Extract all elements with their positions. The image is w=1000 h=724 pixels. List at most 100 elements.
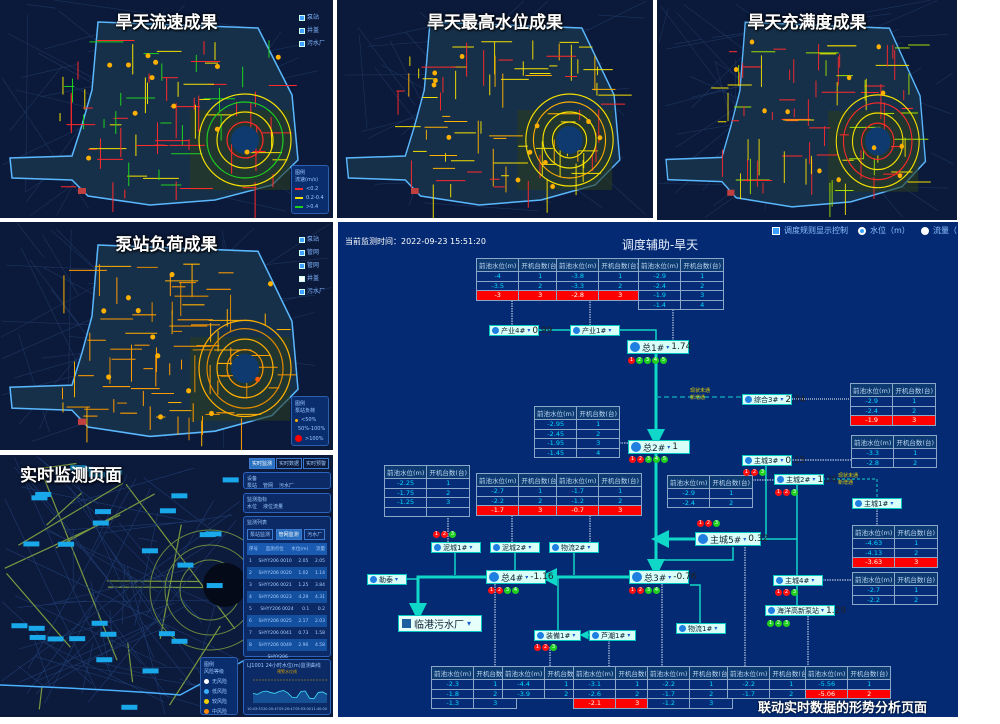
layer-toggle[interactable]: 泵站 [298, 12, 325, 23]
layer-toggle[interactable]: 管网 [298, 260, 325, 271]
dropdown-icon[interactable]: ▾ [668, 573, 672, 581]
dropdown-icon[interactable]: ▾ [890, 500, 894, 507]
indicator-radio[interactable]: 液位流量 [263, 503, 283, 510]
layer-label: 泵站 [306, 14, 319, 21]
node-water-level: 1 [672, 442, 679, 452]
pump-station-node[interactable]: 主城5# ▾ 0.32 [695, 532, 768, 546]
pump-station-node[interactable]: 总4# ▾ -1.16 [486, 570, 554, 584]
device-checkbox[interactable]: 泵站 [247, 482, 257, 489]
checkbox-icon[interactable] [298, 262, 305, 269]
pump-station-marker [209, 410, 215, 417]
dropdown-icon[interactable]: ▾ [467, 619, 472, 628]
checkbox-icon[interactable] [298, 275, 305, 282]
dropdown-icon[interactable]: ▾ [587, 544, 591, 551]
pump-station-marker [125, 295, 131, 301]
table-row[interactable]: 4 SHYY206 0023 4.29 4.31 [247, 591, 327, 603]
dropdown-icon[interactable]: ▾ [469, 544, 473, 551]
realtime-monitor-page[interactable]: 实时监测页面 实时监测 实时数据 实时预警 设备 泵站 管网 污水厂 监测指标 水位… [0, 455, 333, 717]
pump-load-map[interactable]: 泵站负荷成果 泵站 管网 管网 井盖 污水厂 图例 泵站负荷 <50% 50%-100% >100% [0, 222, 333, 450]
checkbox-icon[interactable] [298, 288, 305, 295]
legend-title: 图例 [204, 662, 215, 668]
checkbox-icon[interactable] [298, 27, 305, 34]
checkbox-icon[interactable] [298, 249, 305, 256]
map-canvas[interactable] [0, 222, 333, 450]
layer-toggle[interactable]: 井盖 [298, 273, 325, 284]
dropdown-icon[interactable]: ▾ [627, 632, 631, 639]
pump-station-node[interactable]: 主城2# ▾ 1.26 [774, 474, 837, 485]
pump-station-marker [597, 135, 603, 141]
pump-station-node[interactable]: 综合3# ▾ 2.74 [742, 394, 805, 405]
pump-station-marker [431, 82, 437, 88]
dropdown-icon[interactable]: ▾ [608, 327, 612, 334]
pump-station-node[interactable]: 产业1# ▾ [570, 325, 620, 336]
pump-station-node[interactable]: 物流2# ▾ [549, 542, 599, 553]
pump-station-node[interactable]: 物流1# ▾ [676, 623, 726, 634]
checkbox-icon[interactable] [298, 14, 305, 21]
dry-max-water-level-map[interactable]: 旱天最高水位成果 [337, 0, 653, 218]
pump-station-node[interactable]: 芦潮1# ▾ [589, 630, 636, 641]
node-name: 主城3# [754, 456, 779, 465]
tab-realtime-data[interactable]: 实时数据 [275, 458, 302, 469]
pump-station-node[interactable]: 勒泰 ▾ [367, 574, 407, 585]
table-row[interactable]: SHYY206 [247, 651, 327, 663]
pump-station-node[interactable]: 总2# ▾ 1 [628, 440, 690, 454]
dropdown-icon[interactable]: ▾ [780, 457, 784, 464]
layer-toggle[interactable]: 管网 [298, 247, 325, 258]
pump-station-node[interactable]: 泥城2# ▾ [490, 542, 540, 553]
table-row[interactable]: 2 SHYY206 0020 1.02 1.14 [247, 567, 327, 579]
list-tab-plant[interactable]: 污水厂 [304, 529, 326, 540]
layer-toggle[interactable]: 井盖 [298, 25, 325, 36]
tab-realtime-alert[interactable]: 实时预警 [302, 458, 329, 469]
dropdown-icon[interactable]: ▾ [667, 443, 671, 451]
map-canvas[interactable] [0, 0, 333, 218]
dropdown-icon[interactable]: ▾ [811, 577, 815, 584]
dropdown-icon[interactable]: ▾ [780, 396, 784, 403]
layer-toggle[interactable]: 污水厂 [298, 38, 325, 49]
checkbox-icon[interactable] [298, 236, 305, 243]
dropdown-icon[interactable]: ▾ [572, 632, 576, 639]
pump-station-node[interactable]: 产业4# ▾ 0.99 [489, 325, 552, 336]
map-canvas[interactable] [657, 0, 957, 220]
pump-station-node[interactable]: 主城3# ▾ 0.15 [742, 455, 805, 466]
table-row[interactable]: 5 SHYY206 0024 0.1 0.2 [247, 603, 327, 615]
plant-label: 临港污水厂 [414, 620, 464, 631]
map-canvas[interactable] [337, 0, 653, 218]
dropdown-icon[interactable]: ▾ [525, 573, 529, 581]
dropdown-icon[interactable]: ▾ [812, 476, 816, 483]
indicator-radio[interactable]: 水位 [247, 503, 257, 510]
pump-station-node[interactable]: 海洋高新泵站 ▾ 1.29 [765, 605, 846, 616]
dropdown-icon[interactable]: ▾ [714, 625, 718, 632]
linggang-wastewater-plant[interactable]: 临港污水厂 ▾ [398, 615, 482, 632]
monitor-map[interactable] [0, 455, 333, 717]
dry-fullness-map[interactable]: 旱天充满度成果 [657, 0, 957, 220]
dropdown-icon[interactable]: ▾ [528, 544, 532, 551]
table-row[interactable]: 3 SHYY206 0021 1.25 3.84 [247, 579, 327, 591]
pump-station-node[interactable]: 总1# ▾ 1.74 [627, 340, 691, 354]
pump-station-node[interactable]: 主城1# ▾ [852, 498, 902, 509]
dry-flow-velocity-map[interactable]: 旱天流速成果 泵站 井盖 污水厂 图例 流速(m/s) <0.2 0.2-0.4 >0.4 [0, 0, 333, 218]
device-checkbox[interactable]: 污水厂 [279, 482, 294, 489]
tab-realtime-monitor[interactable]: 实时监测 [248, 458, 275, 469]
pump-station-node[interactable]: 主城4# ▾ [773, 575, 823, 586]
dropdown-icon[interactable]: ▾ [666, 343, 670, 351]
list-tab-pump[interactable]: 泵站监测 [247, 529, 274, 540]
pump-station-node[interactable]: 泥城1# ▾ [431, 542, 481, 553]
checkbox-icon[interactable] [298, 40, 305, 47]
dropdown-icon[interactable]: ▾ [395, 576, 399, 583]
layer-toggle[interactable]: 泵站 [298, 234, 325, 245]
list-tab-pipe[interactable]: 管网监测 [275, 529, 302, 540]
legend-subtitle: 风险等级 [204, 669, 225, 675]
dropdown-icon[interactable]: ▾ [821, 607, 825, 614]
pump-station-node[interactable]: 装備1# ▾ [534, 630, 581, 641]
table-row[interactable]: 6 SHYY206 0025 2.17 2.03 [247, 615, 327, 627]
table-row[interactable]: 8 SHYY206 0049 2.90 4.58 [247, 639, 327, 651]
pump-station-node[interactable]: 总3# ▾ -0.76 [629, 570, 697, 584]
dropdown-icon[interactable]: ▾ [743, 535, 747, 543]
layer-toggle[interactable]: 污水厂 [298, 286, 325, 297]
table-row[interactable]: 1 SHYY206 0010 2.05 2.05 [247, 555, 327, 567]
legend-item: 50%-100% [295, 426, 325, 432]
node-name: 总2# [643, 443, 666, 454]
device-checkbox[interactable]: 管网 [263, 482, 273, 489]
table-row[interactable]: 7 SHYY206 0041 0.73 1.58 [247, 627, 327, 639]
dropdown-icon[interactable]: ▾ [527, 327, 531, 334]
